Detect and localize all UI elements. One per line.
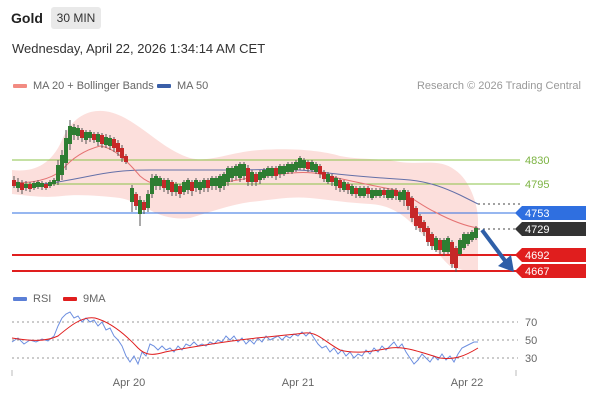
bollinger-band [12, 110, 478, 272]
rsi-axis-label: 50 [525, 335, 537, 347]
ma20-swatch [13, 84, 27, 88]
ma50-swatch [157, 84, 171, 88]
rsi-axis-label: 30 [525, 353, 537, 365]
level-tag-4753: 4753 [515, 206, 586, 220]
x-axis-tick-label: Apr 21 [282, 377, 314, 389]
x-axis-tick-label: Apr 20 [113, 377, 145, 389]
copyright-text: Research © 2026 Trading Central [416, 80, 581, 92]
forecast-arrow [480, 228, 514, 272]
level-label-4795: 4795 [525, 179, 549, 191]
legend-item-ma50: MA 50 [157, 80, 208, 92]
level-tag-4667: 4667 [515, 264, 586, 278]
legend-label: MA 20 + Bollinger Bands [33, 80, 154, 92]
candlestick-series [12, 120, 478, 272]
last-price-tag: 4729 [515, 222, 586, 236]
instrument-title: Gold [11, 10, 43, 26]
level-label-4692: 4692 [525, 250, 549, 262]
x-axis: Apr 20 Apr 21 Apr 22 [11, 370, 517, 389]
chart-datetime: Wednesday, April 22, 2026 1:34:14 AM CET [12, 41, 266, 56]
rsi-axis-label: 70 [525, 317, 537, 329]
rsi-line [11, 311, 478, 366]
rsi-9ma-line [11, 317, 479, 359]
legend-item-9ma: 9MA [63, 293, 106, 305]
legend-label: 9MA [83, 293, 106, 305]
legend-item-rsi: RSI [13, 293, 51, 305]
legend-label: MA 50 [177, 80, 209, 92]
legend-label: RSI [33, 293, 52, 305]
level-tag-4692: 4692 [515, 248, 586, 262]
9ma-swatch [63, 297, 77, 301]
rsi-swatch [13, 297, 27, 301]
timeframe-button[interactable]: 30 MIN [51, 7, 101, 29]
rsi-pane: 70 50 30 [11, 311, 537, 366]
legend-item-ma20-bollinger: MA 20 + Bollinger Bands [13, 80, 154, 92]
level-label-4830: 4830 [525, 155, 549, 167]
level-label-4729: 4729 [525, 224, 549, 236]
level-label-4667: 4667 [525, 266, 549, 278]
level-label-4753: 4753 [525, 208, 549, 220]
x-axis-tick-label: Apr 22 [451, 377, 483, 389]
